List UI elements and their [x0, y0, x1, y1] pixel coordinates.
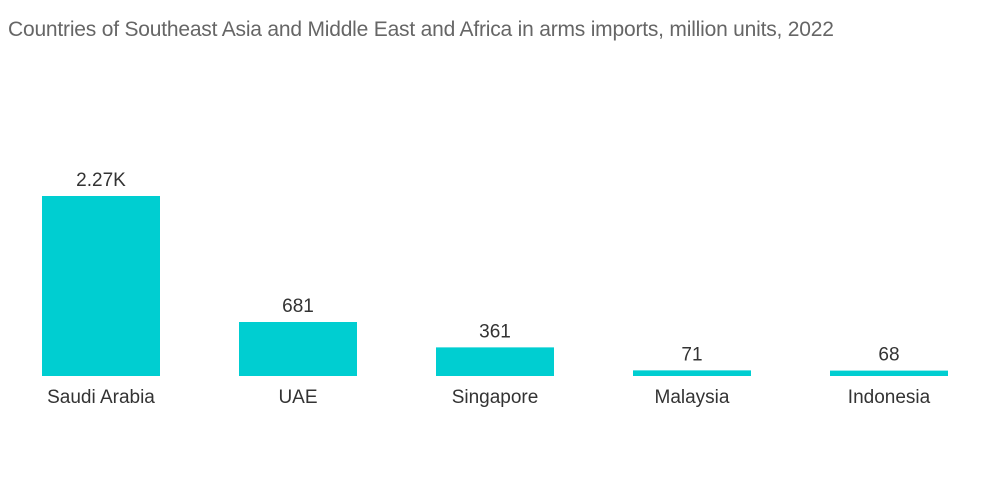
value-labels-group: 2.27K 681 361 71 68	[76, 170, 899, 366]
bar-malaysia	[633, 370, 751, 376]
bar-uae	[239, 322, 357, 376]
category-label-saudi-arabia: Saudi Arabia	[47, 387, 155, 408]
category-label-malaysia: Malaysia	[655, 387, 730, 408]
category-label-indonesia: Indonesia	[848, 387, 931, 408]
category-label-singapore: Singapore	[452, 387, 539, 408]
value-label-singapore: 361	[479, 321, 511, 342]
value-label-uae: 681	[282, 296, 314, 317]
bar-saudi-arabia	[42, 196, 160, 376]
bar-indonesia	[830, 370, 948, 376]
value-label-saudi-arabia: 2.27K	[76, 170, 126, 191]
value-label-indonesia: 68	[878, 345, 899, 366]
category-label-uae: UAE	[278, 387, 317, 408]
bars-group	[42, 196, 948, 376]
value-label-malaysia: 71	[681, 344, 702, 365]
category-labels-group: Saudi Arabia UAE Singapore Malaysia Indonesi…	[47, 387, 931, 408]
chart-title: Countries of Southeast Asia and Middle E…	[8, 18, 834, 41]
bar-singapore	[436, 347, 554, 376]
